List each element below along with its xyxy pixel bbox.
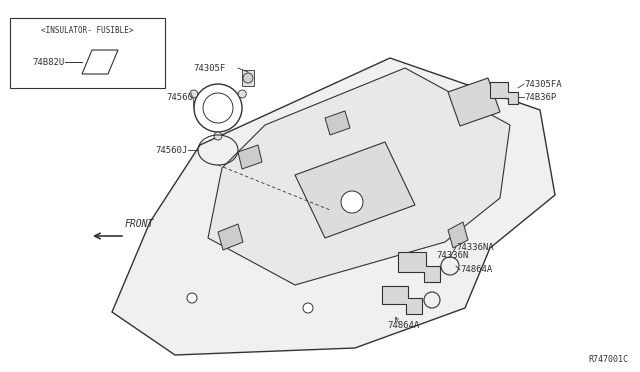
- Text: <INSULATOR- FUSIBLE>: <INSULATOR- FUSIBLE>: [41, 26, 134, 35]
- Text: 74560J: 74560J: [156, 145, 188, 154]
- Polygon shape: [448, 222, 468, 248]
- Text: 74336N: 74336N: [436, 251, 468, 260]
- Circle shape: [189, 90, 198, 98]
- Circle shape: [187, 293, 197, 303]
- Polygon shape: [490, 82, 518, 104]
- Text: 74B36P: 74B36P: [524, 93, 556, 102]
- Bar: [242, 70, 254, 86]
- Polygon shape: [238, 145, 262, 169]
- Polygon shape: [325, 111, 350, 135]
- Circle shape: [214, 132, 222, 140]
- Polygon shape: [398, 252, 440, 282]
- Text: 74336NA: 74336NA: [456, 243, 493, 251]
- Circle shape: [341, 191, 363, 213]
- Polygon shape: [208, 68, 510, 285]
- Polygon shape: [295, 142, 415, 238]
- Text: 74305F: 74305F: [193, 64, 225, 73]
- Text: 74864A: 74864A: [460, 266, 492, 275]
- Polygon shape: [112, 58, 555, 355]
- Text: FRONT: FRONT: [125, 219, 154, 229]
- Bar: [10, 18, 165, 88]
- Polygon shape: [218, 224, 243, 250]
- Polygon shape: [382, 286, 422, 314]
- Circle shape: [238, 90, 246, 98]
- Text: 74305FA: 74305FA: [524, 80, 562, 89]
- Circle shape: [243, 73, 253, 83]
- Polygon shape: [448, 78, 500, 126]
- Text: 74B82U: 74B82U: [33, 58, 65, 67]
- Circle shape: [303, 303, 313, 313]
- Text: 74864A: 74864A: [387, 321, 419, 330]
- Text: R747001C: R747001C: [588, 356, 628, 365]
- Text: 74560: 74560: [166, 93, 193, 102]
